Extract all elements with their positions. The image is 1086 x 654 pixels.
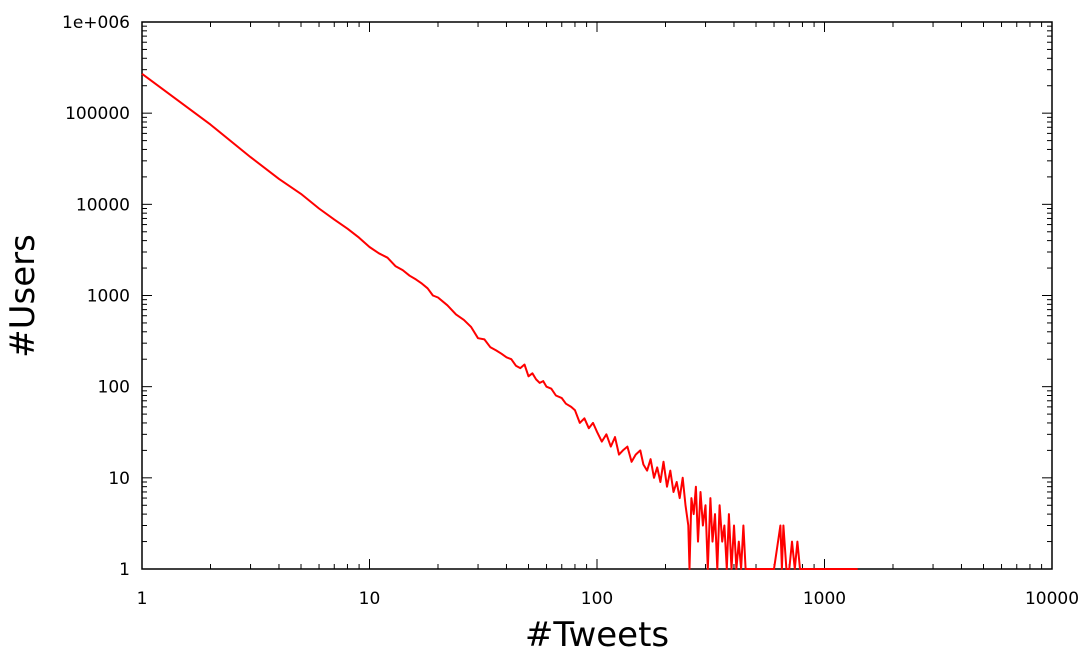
x-tick-label-4: 10000 [1025,589,1079,609]
y-tick-label-1: 10 [108,469,130,489]
x-axis-title: #Tweets [525,615,669,654]
y-tick-label-5: 100000 [65,104,130,124]
y-tick-label-6: 1e+006 [62,13,130,33]
x-tick-label-0: 1 [137,589,148,609]
plot-frame [141,21,1053,570]
y-axis-title: #Users [3,234,43,358]
series-line [141,72,858,570]
x-tick-label-1: 10 [359,589,381,609]
x-tick-label-2: 100 [581,589,613,609]
y-tick-label-2: 100 [98,378,130,398]
y-tick-label-4: 10000 [76,195,130,215]
y-tick-label-3: 1000 [87,287,130,307]
x-tick-labels: 1 10 100 1000 10000 [137,589,1079,609]
y-tick-labels: 1 10 100 1000 10000 100000 1e+006 [62,13,130,580]
axis-ticks [141,21,1053,570]
x-tick-label-3: 1000 [803,589,846,609]
y-tick-label-0: 1 [119,560,130,580]
